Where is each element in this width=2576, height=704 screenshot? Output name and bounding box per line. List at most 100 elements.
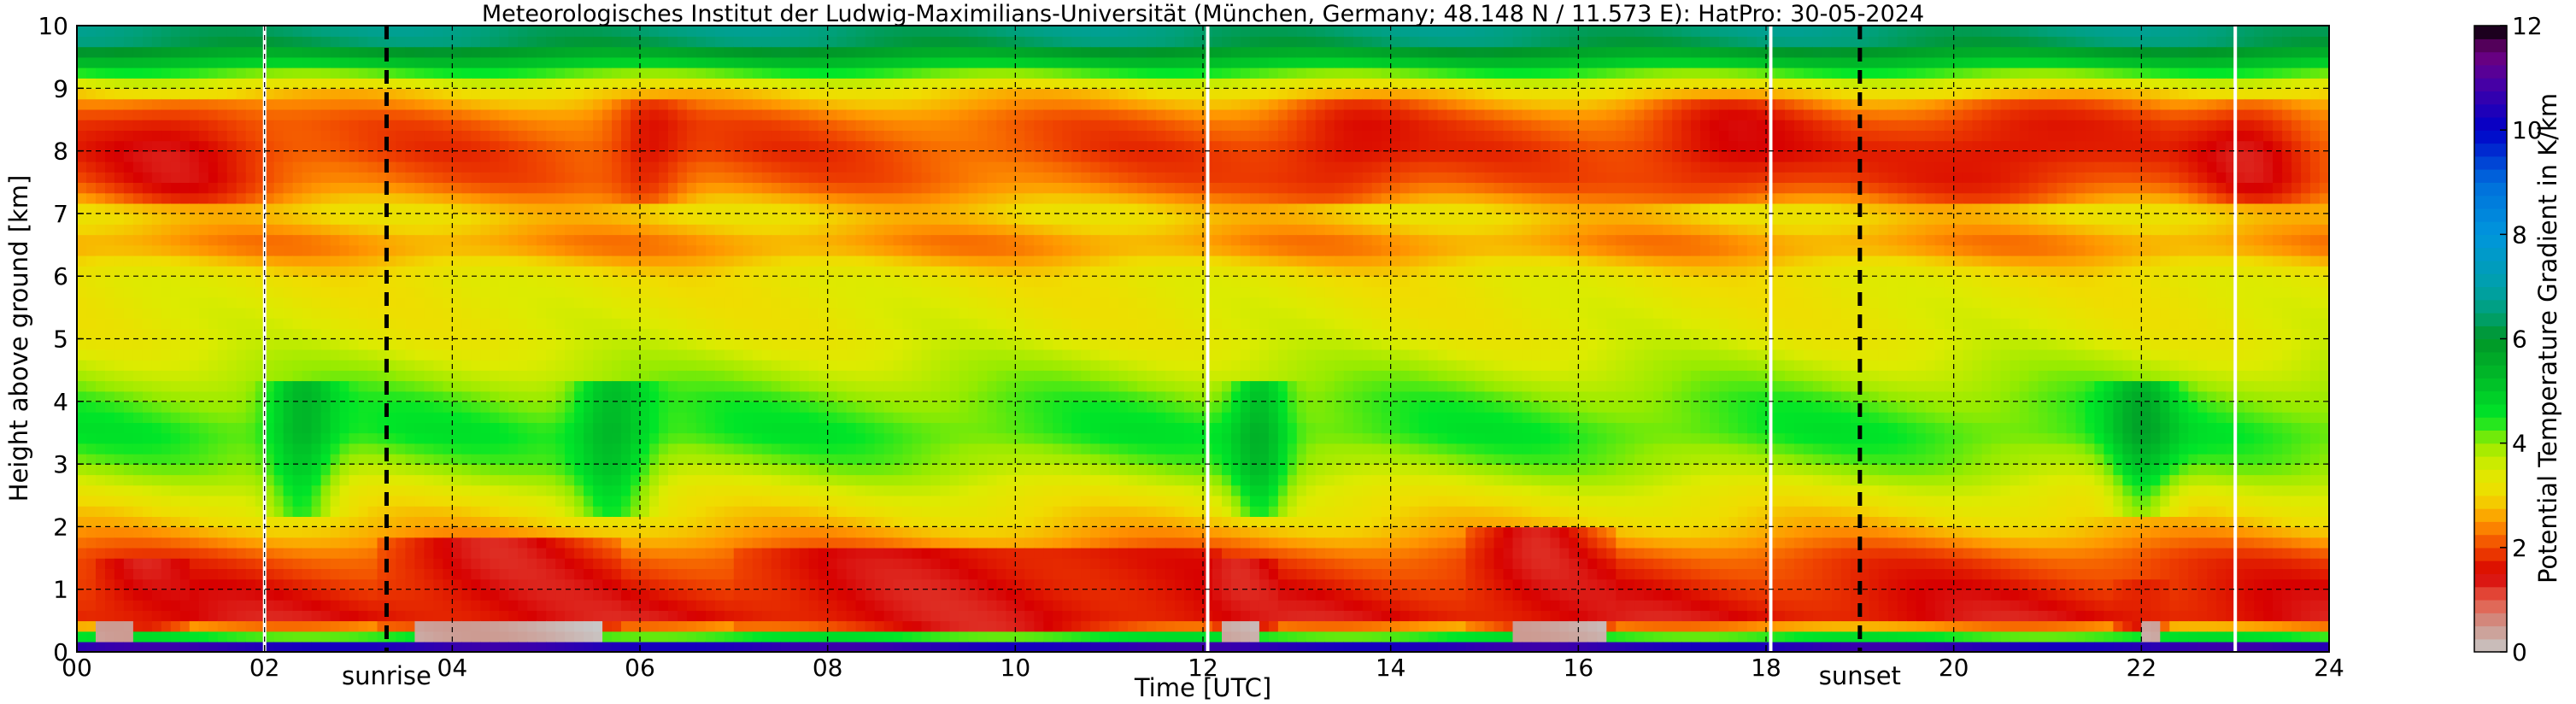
heat-cell — [846, 349, 857, 361]
heat-cell — [77, 296, 87, 308]
heat-cell — [386, 464, 397, 476]
heat-cell — [461, 318, 472, 330]
heat-cell — [537, 599, 547, 611]
heat-cell — [273, 26, 285, 37]
heat-cell — [761, 610, 772, 622]
heat-cell — [264, 244, 275, 256]
heat-cell — [273, 78, 285, 90]
heat-cell — [686, 328, 697, 340]
heat-cell — [179, 620, 191, 632]
heat-cell — [855, 558, 866, 569]
heat-cell — [189, 192, 200, 204]
heat-cell — [677, 422, 688, 434]
heat-cell — [105, 328, 115, 340]
heat-cell — [752, 286, 763, 298]
heat-cell — [771, 286, 782, 298]
heat-cell — [452, 255, 463, 267]
heat-cell — [349, 589, 360, 601]
heat-cell — [761, 130, 772, 142]
heat-cell — [705, 620, 716, 632]
heat-cell — [537, 370, 547, 382]
heat-cell — [311, 318, 322, 330]
heat-cell — [236, 182, 247, 194]
heat-cell — [602, 318, 613, 330]
heat-cell — [132, 359, 144, 371]
heat-cell — [490, 359, 501, 371]
heat-cell — [612, 46, 622, 58]
heat-cell — [537, 109, 547, 120]
heat-cell — [799, 495, 810, 507]
heat-cell — [612, 286, 622, 298]
heat-cell — [255, 296, 266, 308]
heat-cell — [226, 443, 238, 455]
heat-cell — [339, 631, 350, 642]
heat-cell — [668, 244, 678, 256]
heat-cell — [555, 443, 566, 455]
heat-cell — [659, 558, 669, 569]
heat-cell — [593, 46, 603, 58]
heat-cell — [96, 390, 106, 402]
heat-cell — [752, 537, 763, 549]
heat-cell — [593, 359, 603, 371]
heat-cell — [518, 464, 528, 476]
heat-cell — [555, 401, 566, 413]
heat-cell — [433, 526, 444, 538]
heat-cell — [132, 161, 144, 173]
heat-cell — [565, 537, 575, 549]
heat-cell — [686, 599, 697, 611]
heat-cell — [565, 474, 575, 486]
heat-cell — [142, 182, 153, 194]
heat-cell — [198, 380, 209, 392]
heat-cell — [283, 224, 294, 236]
heat-cell — [508, 202, 519, 214]
heat-cell — [292, 370, 303, 382]
heat-cell — [724, 98, 735, 110]
heat-cell — [132, 266, 144, 277]
heat-cell — [132, 568, 144, 580]
heat-cell — [405, 599, 416, 611]
heat-cell — [518, 484, 528, 496]
heat-cell — [555, 578, 566, 590]
heat-cell — [105, 150, 115, 162]
heat-cell — [771, 150, 782, 162]
heat-cell — [245, 318, 256, 330]
heat-cell — [245, 276, 256, 288]
heat-cell — [668, 464, 678, 476]
heat-cell — [714, 202, 725, 214]
heat-cell — [132, 370, 144, 382]
heat-cell — [818, 192, 829, 204]
heat-cell — [358, 453, 369, 465]
heat-cell — [189, 568, 200, 580]
heat-cell — [640, 213, 650, 225]
heat-cell — [151, 109, 162, 120]
heat-cell — [255, 349, 266, 361]
heat-cell — [761, 46, 772, 58]
heat-cell — [555, 276, 566, 288]
heat-cell — [836, 140, 848, 152]
heat-cell — [733, 224, 744, 236]
heat-cell — [179, 98, 191, 110]
heat-cell — [631, 631, 641, 642]
heat-cell — [724, 78, 735, 90]
heat-cell — [555, 453, 566, 465]
heat-cell — [546, 307, 556, 319]
heat-cell — [358, 172, 369, 183]
heat-cell — [855, 506, 866, 517]
heat-cell — [695, 495, 707, 507]
heat-cell — [283, 432, 294, 444]
heat-cell — [668, 276, 678, 288]
heat-cell — [226, 338, 238, 350]
heat-cell — [414, 610, 425, 622]
heat-cell — [649, 516, 660, 528]
heat-cell — [827, 307, 838, 319]
heat-cell — [114, 224, 125, 236]
heat-cell — [789, 380, 801, 392]
heat-cell — [452, 109, 463, 120]
heat-cell — [330, 349, 341, 361]
heat-cell — [123, 380, 134, 392]
heat-cell — [236, 558, 247, 569]
heat-cell — [780, 276, 791, 288]
heat-cell — [424, 568, 435, 580]
heat-cell — [452, 338, 463, 350]
